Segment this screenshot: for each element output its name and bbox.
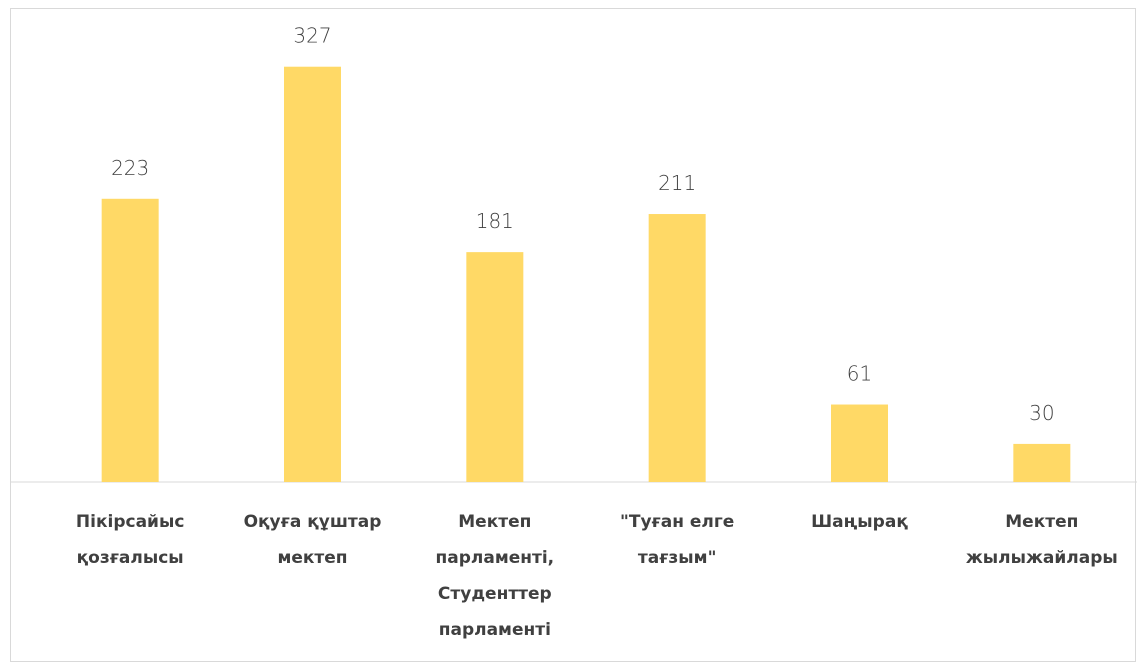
x-tick-label: Шаңырақ [811, 512, 908, 532]
value-label: 181 [476, 209, 514, 233]
bar [284, 66, 341, 483]
x-tick-label: Мектеп жылыжайлары [965, 512, 1118, 568]
value-label: 211 [658, 171, 696, 195]
bar [466, 252, 524, 482]
value-label: 30 [1029, 401, 1054, 425]
bar [831, 404, 888, 482]
x-tick-label: Оқуға құштар мектеп [243, 512, 382, 568]
value-label: 61 [847, 362, 872, 386]
x-tick-label: "Туған елге тағзым" [620, 512, 735, 568]
bar [101, 198, 159, 483]
value-label: 223 [111, 156, 149, 180]
chart-frame [10, 8, 1136, 662]
x-tick-label: Мектеп парламенті, Студенттер парламенті [435, 512, 555, 640]
value-label: 327 [293, 24, 331, 48]
bar [1013, 443, 1071, 482]
bar [648, 214, 706, 482]
x-tick-label: Пікірсайыс қозғалысы [75, 512, 185, 568]
